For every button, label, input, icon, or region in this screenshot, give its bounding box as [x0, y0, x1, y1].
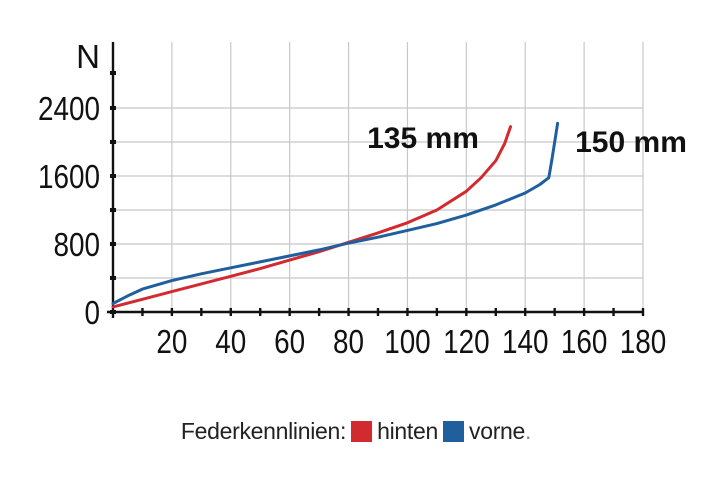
x-tick-label: 160 [561, 323, 608, 360]
y-tick-label: 1600 [38, 158, 100, 195]
legend-label-vorne: vorne [469, 418, 526, 444]
end-label-vorne: 150 mm [575, 126, 687, 159]
x-tick-label: 60 [274, 323, 305, 360]
y-tick-label: 0 [85, 294, 101, 331]
legend-title: Federkennlinien: [180, 418, 347, 444]
x-tick-label: 120 [443, 323, 490, 360]
legend: Federkennlinien: hinten vorne. [0, 418, 712, 445]
series-line-vorne [111, 121, 560, 305]
x-tick-label: 20 [156, 323, 187, 360]
x-tick-label: 80 [333, 323, 364, 360]
legend-label-hinten: hinten [377, 418, 438, 444]
x-tick-label: 100 [384, 323, 431, 360]
y-tick-label: 2400 [38, 90, 100, 127]
legend-suffix: . [525, 418, 532, 444]
y-axis-label: N [76, 38, 100, 75]
y-tick-label: 800 [54, 226, 101, 263]
x-tick-label: 140 [502, 323, 549, 360]
spring-rate-chart: 0 800 1600 2400 N 20 40 60 80 100 120 140 160 180 135 … [38, 38, 687, 360]
end-label-hinten: 135 mm [367, 122, 479, 155]
legend-swatch-hinten [351, 421, 373, 442]
x-tick-label: 180 [620, 323, 667, 360]
x-tick-label: 40 [215, 323, 246, 360]
legend-swatch-vorne [443, 421, 464, 442]
